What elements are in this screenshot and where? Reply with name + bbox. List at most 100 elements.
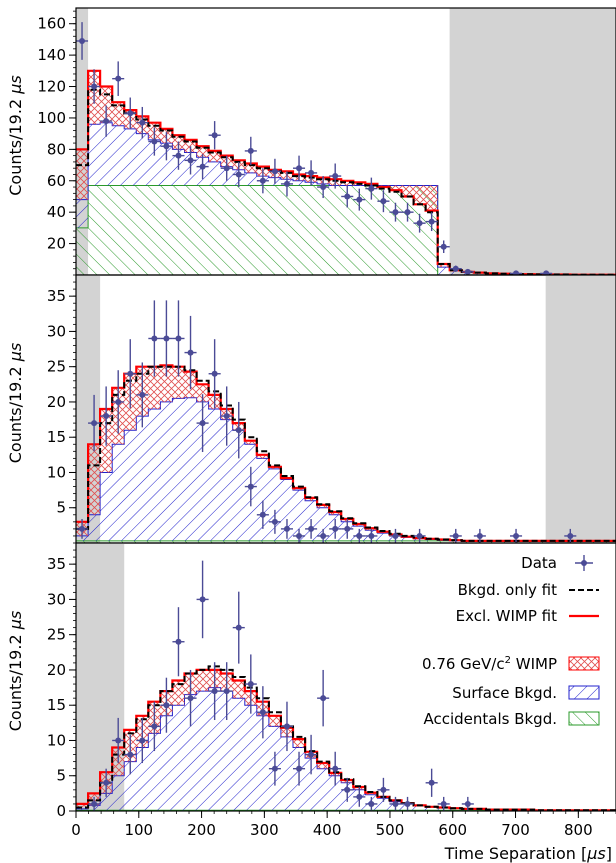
y-tick-label: 0 (56, 802, 66, 820)
y-tick-label: 5 (56, 767, 66, 785)
data-point (148, 127, 161, 156)
data-point (353, 188, 366, 211)
data-point-marker (513, 270, 520, 275)
data-point (329, 751, 342, 786)
y-tick-label: 10 (47, 731, 66, 749)
x-tick-label: 300 (250, 821, 279, 839)
data-point (88, 796, 101, 811)
data-point (341, 185, 354, 208)
data-point (196, 394, 209, 453)
data-point (473, 528, 486, 543)
bkgd-fit-line (76, 665, 616, 811)
data-point-marker (163, 335, 170, 342)
data-point-marker (404, 800, 411, 807)
y-tick-label: 30 (47, 322, 66, 340)
data-point-marker (247, 483, 254, 490)
legend-surface-label: Surface Bkgd. (452, 684, 557, 702)
y-axis-label-text: Counts/19.2 (6, 361, 25, 463)
data-point-marker (199, 596, 206, 603)
data-point-marker (151, 138, 158, 145)
y-axis: 0 5 10 15 20 25 30 35 (47, 549, 76, 820)
data-point-marker (368, 800, 375, 807)
data-point (280, 171, 294, 197)
excluded-region (545, 275, 616, 543)
data-point-marker (380, 198, 387, 205)
data-point-marker (163, 143, 170, 150)
y-tick-label: 15 (47, 428, 66, 446)
data-point-marker (259, 511, 266, 518)
data-point (196, 154, 209, 180)
data-point-marker (175, 152, 182, 159)
data-point (437, 240, 450, 254)
data-point (377, 190, 390, 213)
data-point-marker (223, 165, 230, 172)
data-point-marker (296, 765, 303, 772)
x-tick-label: 100 (124, 821, 153, 839)
data-point-marker (151, 723, 158, 730)
data-point-marker (440, 800, 447, 807)
data-point-marker (151, 335, 158, 342)
data-point (136, 362, 149, 428)
panel-3: 0 5 10 15 20 25 30 35 Counts/19.2 μs (6, 542, 616, 820)
data-point (244, 654, 257, 714)
data-point-marker (139, 119, 146, 126)
data-point (341, 777, 354, 802)
y-axis-label: Counts/19.2 μs (6, 75, 25, 195)
data-point (124, 734, 137, 775)
data-point-marker (115, 75, 122, 82)
data-point (389, 202, 402, 222)
legend-wimp-fit-label: Excl. WIMP fit (456, 607, 558, 625)
legend-data-label: Data (521, 554, 557, 572)
data-point-marker (356, 196, 363, 203)
data-point-marker (296, 165, 303, 172)
data-point-marker (344, 193, 351, 200)
data-point (461, 268, 474, 275)
data-point (76, 22, 89, 60)
data-point-marker (271, 518, 278, 525)
x-axis-label: Time Separation [μs] (444, 844, 612, 863)
data-point-marker (308, 525, 315, 532)
data-point-marker (332, 173, 339, 180)
data-point-marker (211, 370, 218, 377)
data-point (341, 519, 354, 539)
y-axis-label: Counts/19.2 μs (6, 343, 25, 463)
data-point (148, 701, 161, 752)
x-tick-label: 700 (501, 821, 530, 839)
excluded-region (449, 8, 616, 275)
data-point (160, 132, 173, 161)
panel-2: 5 10 15 20 25 30 35 Counts/19.2 μs (6, 274, 616, 544)
data-point-marker (127, 370, 134, 377)
y-tick-label: 140 (37, 46, 66, 64)
y-tick-label: 10 (47, 463, 66, 481)
y-axis-label-text: Counts/19.2 (6, 629, 25, 731)
data-point-marker (163, 702, 170, 709)
data-point (365, 177, 378, 200)
data-point-marker (452, 265, 459, 272)
data-point-marker (416, 532, 423, 539)
data-point (184, 315, 197, 390)
plot-area (76, 275, 616, 543)
data-point-marker (344, 786, 351, 793)
x-tick-label: 0 (71, 821, 81, 839)
surface-band (76, 397, 616, 541)
data-point (268, 158, 281, 184)
data-point-marker (464, 268, 471, 275)
data-point-marker (368, 185, 375, 192)
data-point (172, 141, 185, 170)
data-point (160, 677, 173, 733)
data-point (184, 669, 197, 727)
data-point-marker (308, 751, 315, 758)
data-point (353, 787, 366, 807)
data-point-marker (127, 751, 134, 758)
data-point-marker (247, 681, 254, 688)
data-point-marker (115, 737, 122, 744)
data-point-marker (332, 525, 339, 532)
surface-band (76, 122, 616, 275)
wimp-band (76, 669, 616, 811)
legend-accidentals-label: Accidentals Bkgd. (423, 710, 557, 728)
data-point (317, 176, 330, 199)
data-point (220, 662, 233, 721)
y-tick-label: 40 (47, 203, 66, 221)
data-point (88, 69, 101, 104)
